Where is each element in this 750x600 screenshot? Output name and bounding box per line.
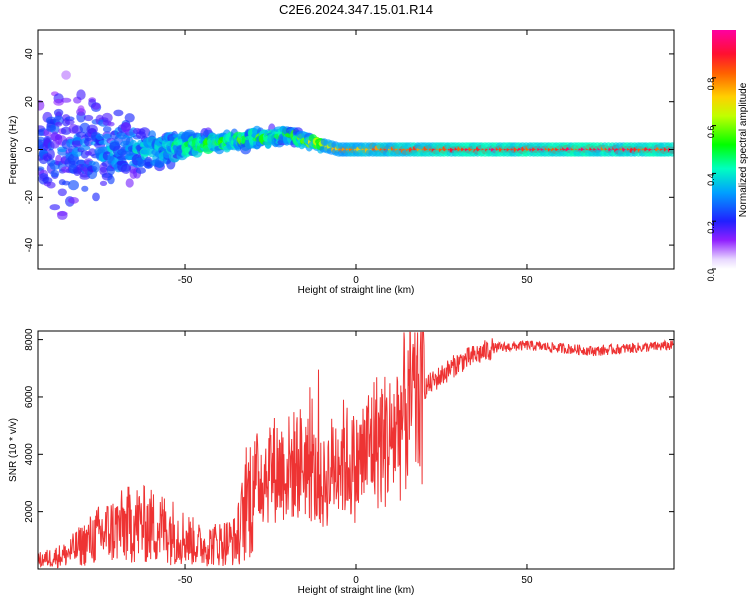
colorbar: 0.0 0.2 0.4 0.6 0.8 Normalized spectral ampl…: [706, 30, 749, 282]
top-y-axis-label: Frequency (Hz): [8, 116, 19, 185]
colorbar-tick-label: 0.4: [706, 173, 716, 186]
heatmap-cell: [76, 89, 86, 100]
heatmap-cell: [81, 185, 89, 192]
heatmap-cell: [46, 181, 56, 189]
top-y-ticks: -40 -20 0 20 40: [24, 48, 674, 252]
heatmap-cell: [47, 148, 55, 160]
heatmap-cell: [144, 156, 153, 167]
heatmap-cell: [102, 126, 112, 133]
heatmap-cell: [79, 174, 91, 180]
heatmap-cell: [91, 102, 101, 110]
top-x-axis-label: Height of straight line (km): [298, 285, 415, 296]
heatmap-cell: [77, 105, 85, 113]
bottom-x-axis-label: Height of straight line (km): [298, 585, 415, 596]
colorbar-tick-label: 0.2: [706, 221, 716, 234]
colorbar-tick-label: 0.8: [706, 78, 716, 91]
colorbar-label: Normalized spectral amplitude: [738, 82, 749, 217]
x-tick-label: -50: [178, 275, 193, 286]
heatmap-cell: [99, 180, 108, 186]
colorbar-tick-label: 0.6: [706, 126, 716, 139]
heatmap-cell: [71, 140, 83, 147]
y-tick-label: 0: [24, 146, 35, 152]
heatmap-cell: [76, 159, 86, 166]
x-tick-label: 0: [353, 575, 359, 586]
y-tick-label: 4000: [24, 443, 35, 466]
bottom-y-ticks: 2000 4000 6000 8000: [24, 328, 674, 523]
heatmap-cell: [124, 113, 135, 123]
heatmap-cell: [120, 163, 131, 174]
heatmap-cell: [101, 112, 113, 123]
heatmap-cell: [38, 100, 45, 111]
heatmap-cell: [61, 70, 71, 80]
heatmap-cell: [107, 121, 115, 127]
heatmap-cells: [38, 70, 674, 220]
heatmap-cell: [54, 121, 63, 127]
heatmap-cell: [68, 180, 79, 191]
bottom-x-ticks: -50 0 50: [178, 331, 533, 586]
heatmap-cell: [49, 204, 61, 211]
heatmap-cell: [68, 197, 79, 204]
heatmap-cell: [95, 133, 104, 140]
heatmap-cell: [60, 97, 72, 103]
y-tick-label: -20: [24, 190, 35, 205]
heatmap-cell: [138, 127, 151, 138]
colorbar-tick-label: 0.0: [706, 269, 716, 282]
heatmap-cell: [113, 109, 124, 117]
y-tick-label: -40: [24, 237, 35, 252]
heatmap-cell: [57, 188, 67, 197]
bottom-y-axis-label: SNR (10 * v/v): [8, 418, 19, 482]
spectrogram-panel: -50 0 50 -40 -20 0 20 40 Height of straight li…: [8, 29, 675, 296]
snr-series-line: [38, 331, 674, 569]
heatmap-cell: [79, 145, 91, 151]
top-x-ticks: -50 0 50: [178, 30, 533, 286]
snr-panel: -50 0 50 2000 4000 6000 8000 Height of straig…: [8, 328, 675, 596]
heatmap-cell: [57, 210, 68, 220]
heatmap-cell: [92, 161, 100, 173]
y-tick-label: 2000: [24, 500, 35, 523]
heatmap-cell: [65, 119, 75, 125]
heatmap-cell: [135, 167, 146, 174]
heatmap-cell: [50, 169, 60, 178]
y-tick-label: 40: [24, 48, 35, 60]
y-tick-label: 6000: [24, 385, 35, 408]
colorbar-ticks: 0.0 0.2 0.4 0.6 0.8: [706, 77, 716, 282]
heatmap-cell: [668, 142, 674, 150]
heatmap-cell: [83, 114, 94, 122]
heatmap-cell: [98, 140, 109, 145]
x-tick-label: 50: [521, 575, 533, 586]
heatmap-cell: [668, 149, 674, 157]
heatmap-cell: [107, 175, 115, 185]
heatmap-cell: [86, 124, 98, 135]
x-tick-label: 50: [521, 275, 533, 286]
y-tick-label: 8000: [24, 328, 35, 351]
heatmap-cell: [92, 192, 100, 202]
x-tick-label: -50: [178, 575, 193, 586]
figure-title: C2E6.2024.347.15.01.R14: [279, 2, 433, 17]
y-tick-label: 20: [24, 96, 35, 108]
x-tick-label: 0: [353, 275, 359, 286]
colorbar-gradient: [712, 30, 736, 269]
heatmap-cell: [125, 178, 134, 188]
